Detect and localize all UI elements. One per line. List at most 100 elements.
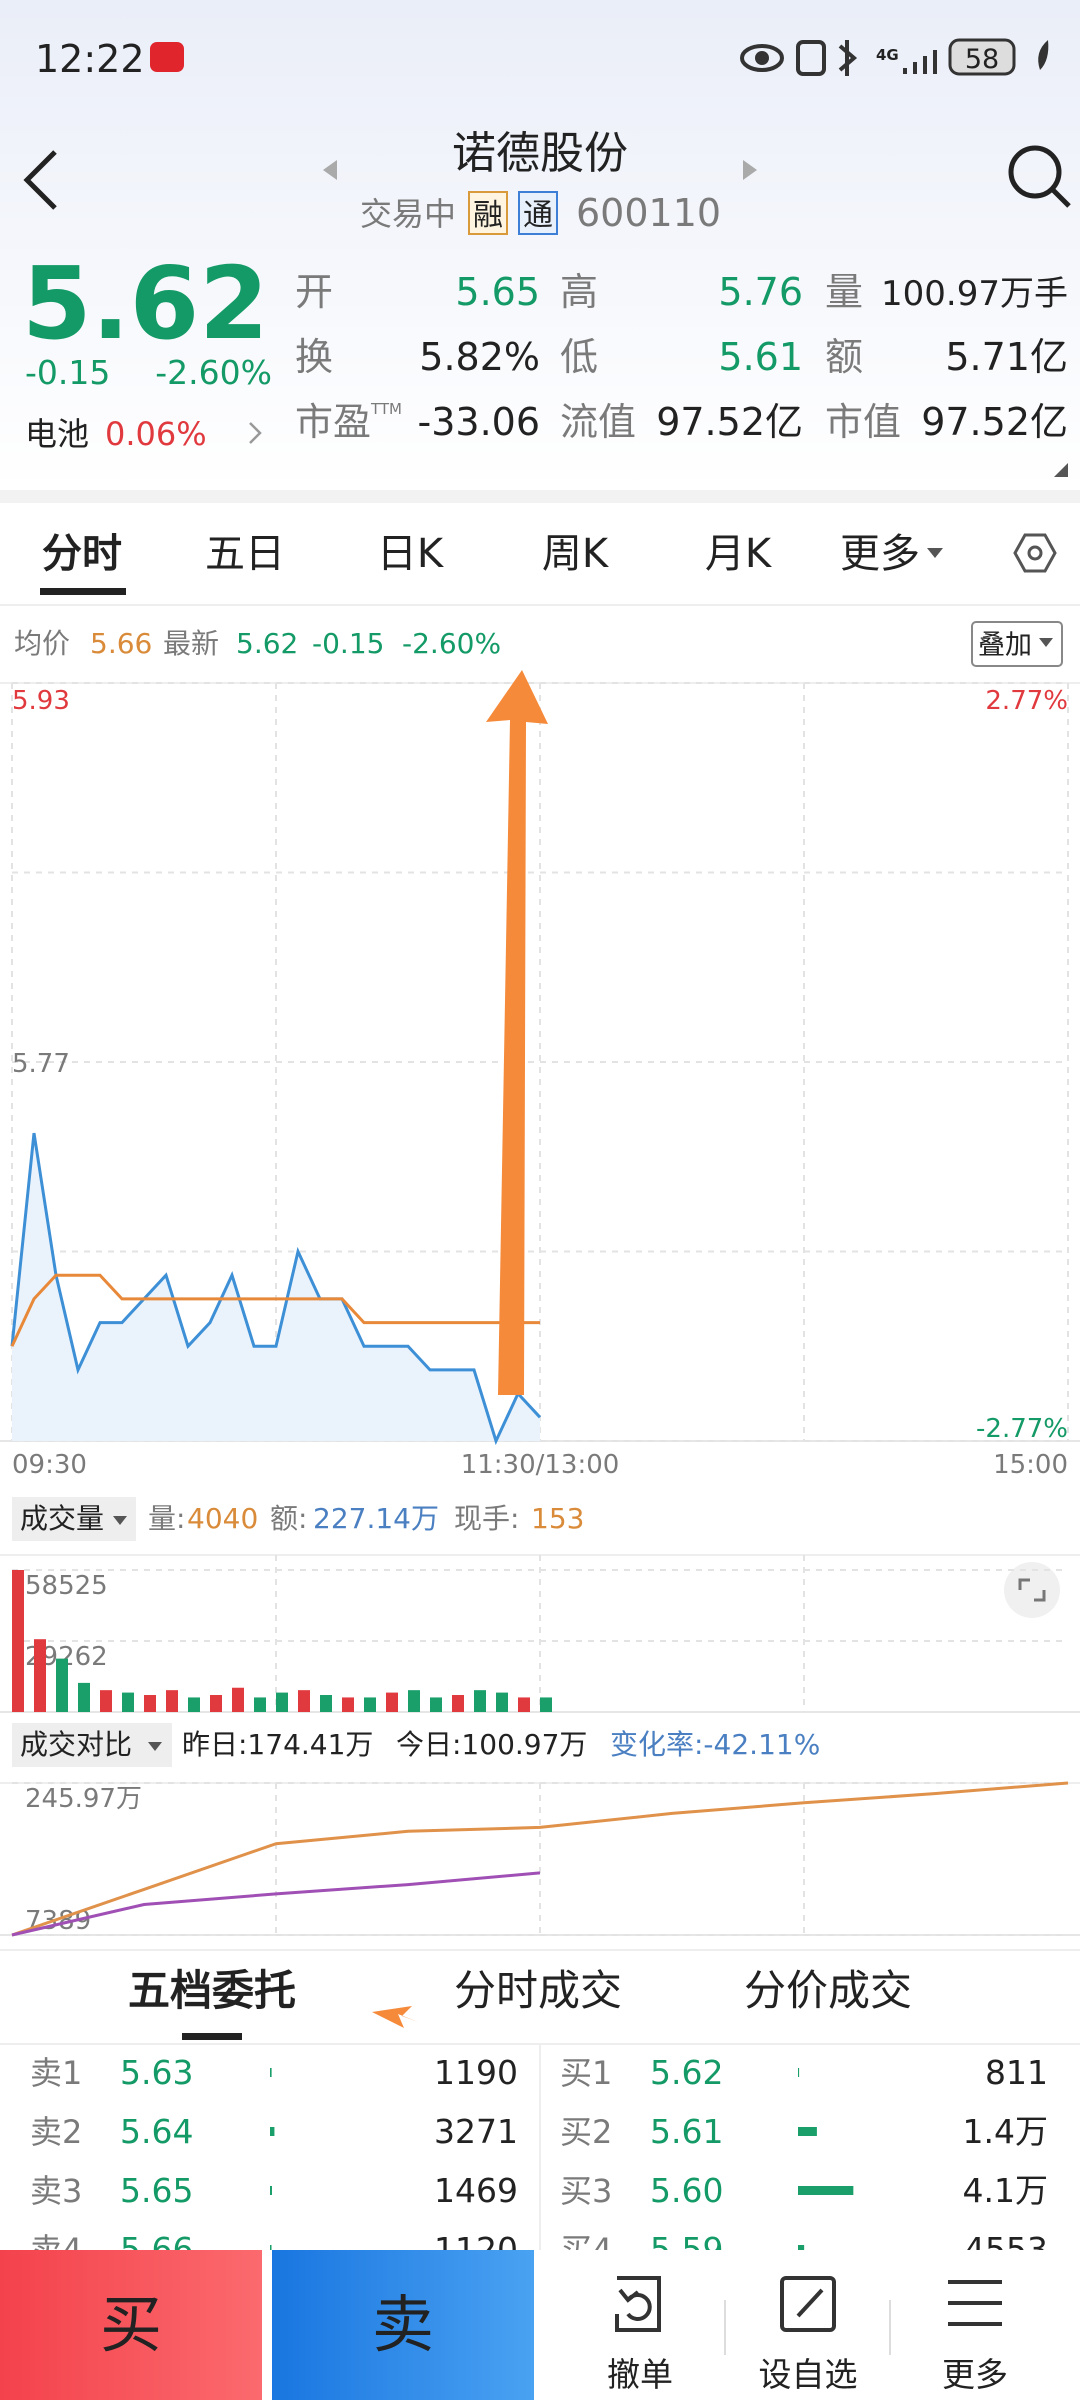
stat-label-sup: TTM: [370, 400, 402, 418]
chart-tabs: 分时 五日 日K 周K 月K 更多: [42, 531, 920, 577]
battery-icon: [948, 38, 1016, 76]
amount-value: 227.14万: [313, 1502, 439, 1535]
action-label: 更多: [942, 2355, 1008, 2394]
volume-bar: [386, 1692, 398, 1712]
volume-bar: [452, 1695, 464, 1712]
order-label: 买3: [560, 2172, 612, 2210]
chart-tab[interactable]: 分时: [42, 531, 122, 577]
volume-bar: [320, 1695, 332, 1712]
volume-change: 变化率:-42.11%: [610, 1728, 820, 1761]
stat-label: 低: [560, 335, 598, 379]
selector-box[interactable]: [12, 1723, 172, 1767]
order-price: 5.62: [650, 2053, 723, 2092]
more-button[interactable]: [948, 2280, 1002, 2326]
vol-value: 4040: [187, 1502, 258, 1535]
back-button[interactable]: [23, 150, 57, 210]
volume-bar: [144, 1695, 156, 1712]
volume-bar: [298, 1690, 310, 1712]
sell-button[interactable]: [272, 2250, 534, 2400]
fullscreen-button[interactable]: [1004, 1562, 1060, 1618]
stat-label: 额: [825, 335, 863, 379]
order-volume-bar: [270, 2127, 275, 2136]
battery-sector-value: 0.06%: [105, 415, 207, 453]
order-tabs: 五档委托 分时成交 分价成交: [128, 1966, 912, 2015]
chart-tab[interactable]: 日K: [377, 531, 445, 577]
action-label: 撤单: [607, 2355, 673, 2394]
hand-label: 现手:: [454, 1502, 519, 1535]
volume-bar: [496, 1692, 508, 1712]
sector-arrow[interactable]: [249, 422, 262, 444]
stat-value: 5.82%: [419, 335, 540, 379]
order-volume: 1.4万: [963, 2112, 1048, 2151]
stock-name: 诺德股份: [452, 128, 628, 179]
trade-status: 交易中: [360, 195, 456, 233]
order-tab[interactable]: 分价成交: [744, 1966, 912, 2015]
order-price: 5.65: [120, 2171, 193, 2210]
action-label: 设自选: [759, 2355, 858, 2394]
next-stock[interactable]: [743, 160, 757, 180]
battery-sector-label: 电池: [25, 415, 89, 453]
series-line: [10, 1273, 540, 1347]
price-area: [12, 1133, 540, 1441]
leaf-icon: [1038, 40, 1049, 70]
stat-value: 5.65: [455, 270, 540, 314]
chart-tab[interactable]: 更多: [840, 531, 920, 577]
status-icons: [740, 40, 937, 76]
order-price: 5.64: [120, 2112, 193, 2151]
sell-label: 卖: [372, 2288, 434, 2361]
volume-bar: [56, 1658, 68, 1712]
hand-value: 153: [531, 1502, 584, 1535]
settings-button[interactable]: [1013, 533, 1057, 573]
tab-underline: [40, 588, 126, 595]
chart-tab[interactable]: 周K: [542, 531, 610, 577]
stat-label: 流值: [560, 400, 636, 444]
order-label: 卖3: [30, 2172, 82, 2210]
search-button[interactable]: [1008, 145, 1071, 208]
y2-tick-label: 2.77%: [985, 686, 1068, 716]
series-line: [11, 1871, 541, 1937]
status-time: 12:22: [35, 37, 145, 81]
overlay-caret: [1039, 638, 1053, 647]
prev-stock[interactable]: [323, 160, 337, 180]
volume-bar: [122, 1692, 134, 1712]
order-volume-bar: [798, 2186, 854, 2195]
watchlist-button[interactable]: [780, 2276, 836, 2332]
order-volume: 811: [985, 2053, 1048, 2092]
series-line: [10, 1132, 542, 1446]
volume-bar: [232, 1687, 244, 1712]
settings-dot: [1027, 545, 1043, 561]
latest-label: 最新: [163, 627, 219, 660]
chart-tab[interactable]: 月K: [705, 531, 773, 577]
yesterday-volume: 昨日:174.41万: [182, 1728, 373, 1761]
cancel-order-button[interactable]: [615, 2276, 661, 2332]
overlay-label: 叠加: [978, 630, 1032, 661]
order-price: 5.60: [650, 2171, 723, 2210]
chart-tab[interactable]: 五日: [205, 531, 285, 577]
volume-bar: [342, 1697, 354, 1712]
avg-label: 均价: [14, 627, 70, 660]
order-volume-bar: [798, 2127, 817, 2136]
order-tab[interactable]: 五档委托: [128, 1966, 296, 2015]
avg-value: 5.66: [90, 627, 152, 660]
x-tick-label: 15:00: [993, 1450, 1068, 1480]
order-price: 5.63: [120, 2053, 193, 2092]
badge-margin: 融: [473, 198, 503, 233]
order-volume: 4.1万: [963, 2171, 1048, 2210]
order-label: 买1: [560, 2054, 612, 2092]
badge-box: [468, 191, 508, 235]
separator: [0, 490, 1080, 503]
expand-corner[interactable]: [1054, 463, 1068, 477]
top-background: [0, 0, 1080, 490]
volume-bar: [408, 1690, 420, 1712]
order-volume-bar: [270, 2245, 272, 2254]
volume-bar: [100, 1690, 112, 1712]
buy-button[interactable]: [0, 2250, 262, 2400]
volume-bar: [188, 1697, 200, 1712]
stat-label: 高: [560, 270, 598, 314]
volume-bar: [78, 1682, 90, 1712]
order-tab[interactable]: 分时成交: [454, 1966, 622, 2015]
y-tick-label: 245.97万: [25, 1784, 142, 1814]
overlay-button[interactable]: [971, 621, 1063, 667]
order-price: 5.61: [650, 2112, 723, 2151]
volume-bar: [474, 1690, 486, 1712]
